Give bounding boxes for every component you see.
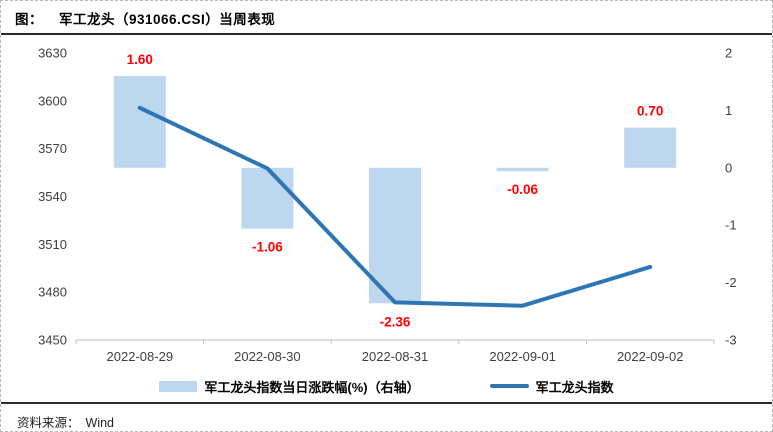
legend-item-line-series[interactable]: 军工龙头指数 xyxy=(489,377,614,396)
daily-change-bar xyxy=(113,75,166,168)
bar-value-label: -2.36 xyxy=(380,314,411,329)
source-label: 资料来源： xyxy=(17,416,80,430)
figure-title-bar: 图： 军工龙头（931066.CSI）当周表现 xyxy=(1,1,772,35)
source-value: Wind xyxy=(85,416,114,430)
x-axis-label: 2022-08-31 xyxy=(362,349,429,364)
daily-change-bar xyxy=(496,167,549,172)
legend-item-bar-series[interactable]: 军工龙头指数当日涨跌幅(%)（右轴） xyxy=(159,377,420,396)
y-axis-right-label: 1 xyxy=(725,103,732,118)
legend: 军工龙头指数当日涨跌幅(%)（右轴） 军工龙头指数 xyxy=(1,374,772,398)
y-axis-left-label: 3570 xyxy=(38,141,67,156)
bar-value-label: 0.70 xyxy=(637,104,663,119)
x-axis-label: 2022-09-02 xyxy=(617,349,684,364)
bar-series-swatch xyxy=(159,380,198,392)
line-series-swatch xyxy=(489,384,529,388)
bar-series-label: 军工龙头指数当日涨跌幅(%)（右轴） xyxy=(204,379,420,395)
figure-label: 图： xyxy=(15,12,43,27)
bar-value-label: -1.06 xyxy=(252,240,283,255)
performance-chart: 3630 3600 3570 3540 3510 3480 3450 2 1 0 -1 -2 -3 202… xyxy=(38,46,737,365)
y-axis-right-label: 2 xyxy=(725,46,732,61)
y-axis-left-label: 3630 xyxy=(38,46,67,61)
x-axis-label: 2022-08-29 xyxy=(107,349,174,364)
chart-area: 3630 3600 3570 3540 3510 3480 3450 2 1 0 -1 -2 -3 202… xyxy=(1,36,772,374)
y-axis-left-label: 3450 xyxy=(38,333,67,348)
y-axis-right-label: -2 xyxy=(725,275,737,290)
index-line xyxy=(137,105,653,308)
source-row: 资料来源： Wind xyxy=(1,402,772,431)
y-axis-right-label: -3 xyxy=(725,333,737,348)
x-axis-label: 2022-08-30 xyxy=(234,349,301,364)
y-axis-left-label: 3600 xyxy=(38,93,67,108)
y-axis-left-label: 3540 xyxy=(38,189,67,204)
daily-change-bar xyxy=(369,167,421,304)
daily-change-bar xyxy=(241,167,294,229)
y-axis-right-label: 0 xyxy=(725,160,732,175)
figure-title: 军工龙头（931066.CSI）当周表现 xyxy=(59,12,276,27)
bar-value-label: 1.60 xyxy=(127,52,153,67)
bar-value-label: -0.06 xyxy=(507,182,538,197)
y-axis-right-label: -1 xyxy=(725,218,737,233)
daily-change-bar xyxy=(624,127,677,168)
x-axis-label: 2022-09-01 xyxy=(489,349,556,364)
y-axis-left-label: 3480 xyxy=(38,285,67,300)
line-series-label: 军工龙头指数 xyxy=(535,379,614,395)
y-axis-left-label: 3510 xyxy=(38,237,67,252)
